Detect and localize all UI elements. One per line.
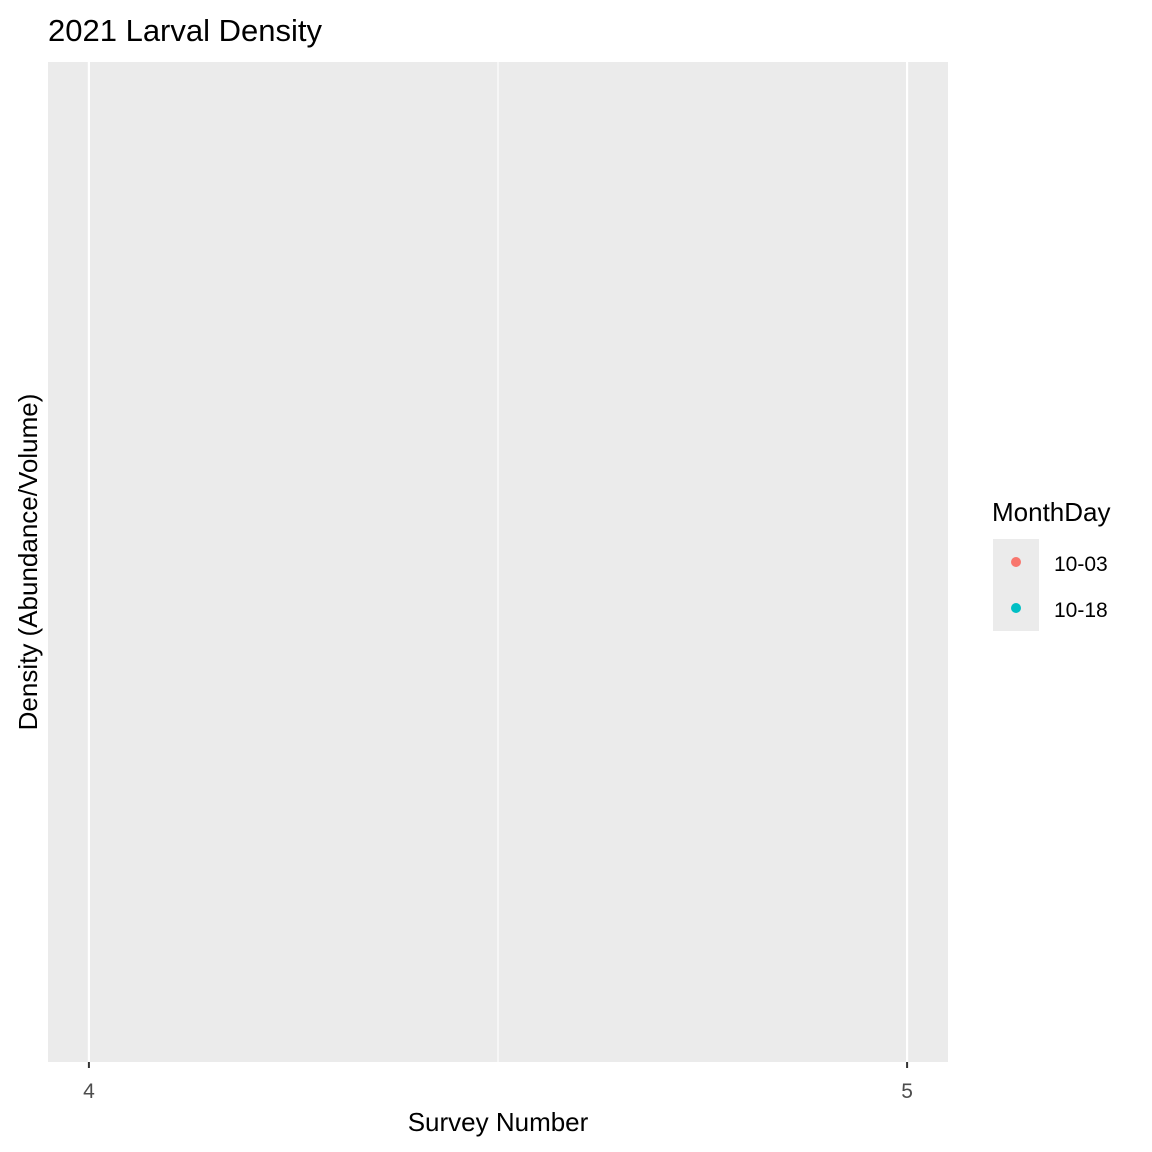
legend-entries: 10-03 10-18 xyxy=(1011,553,1108,622)
major-gridlines xyxy=(87,62,909,1062)
y-axis-title: Density (Abundance/Volume) xyxy=(13,394,43,731)
x-tick-label: 5 xyxy=(901,1080,913,1103)
chart-title: 2021 Larval Density xyxy=(48,13,322,48)
legend-key-point xyxy=(1011,557,1021,567)
legend-label: 10-03 xyxy=(1054,553,1108,576)
legend-label: 10-18 xyxy=(1054,599,1108,622)
legend-key-point xyxy=(1011,603,1021,613)
x-axis-ticks xyxy=(87,1062,909,1068)
x-tick-label: 4 xyxy=(83,1080,95,1103)
x-axis-title: Survey Number xyxy=(408,1107,589,1137)
legend-title: MonthDay xyxy=(992,497,1111,527)
legend: MonthDay 10-03 10-18 xyxy=(992,497,1111,631)
legend-key-background xyxy=(993,539,1039,631)
